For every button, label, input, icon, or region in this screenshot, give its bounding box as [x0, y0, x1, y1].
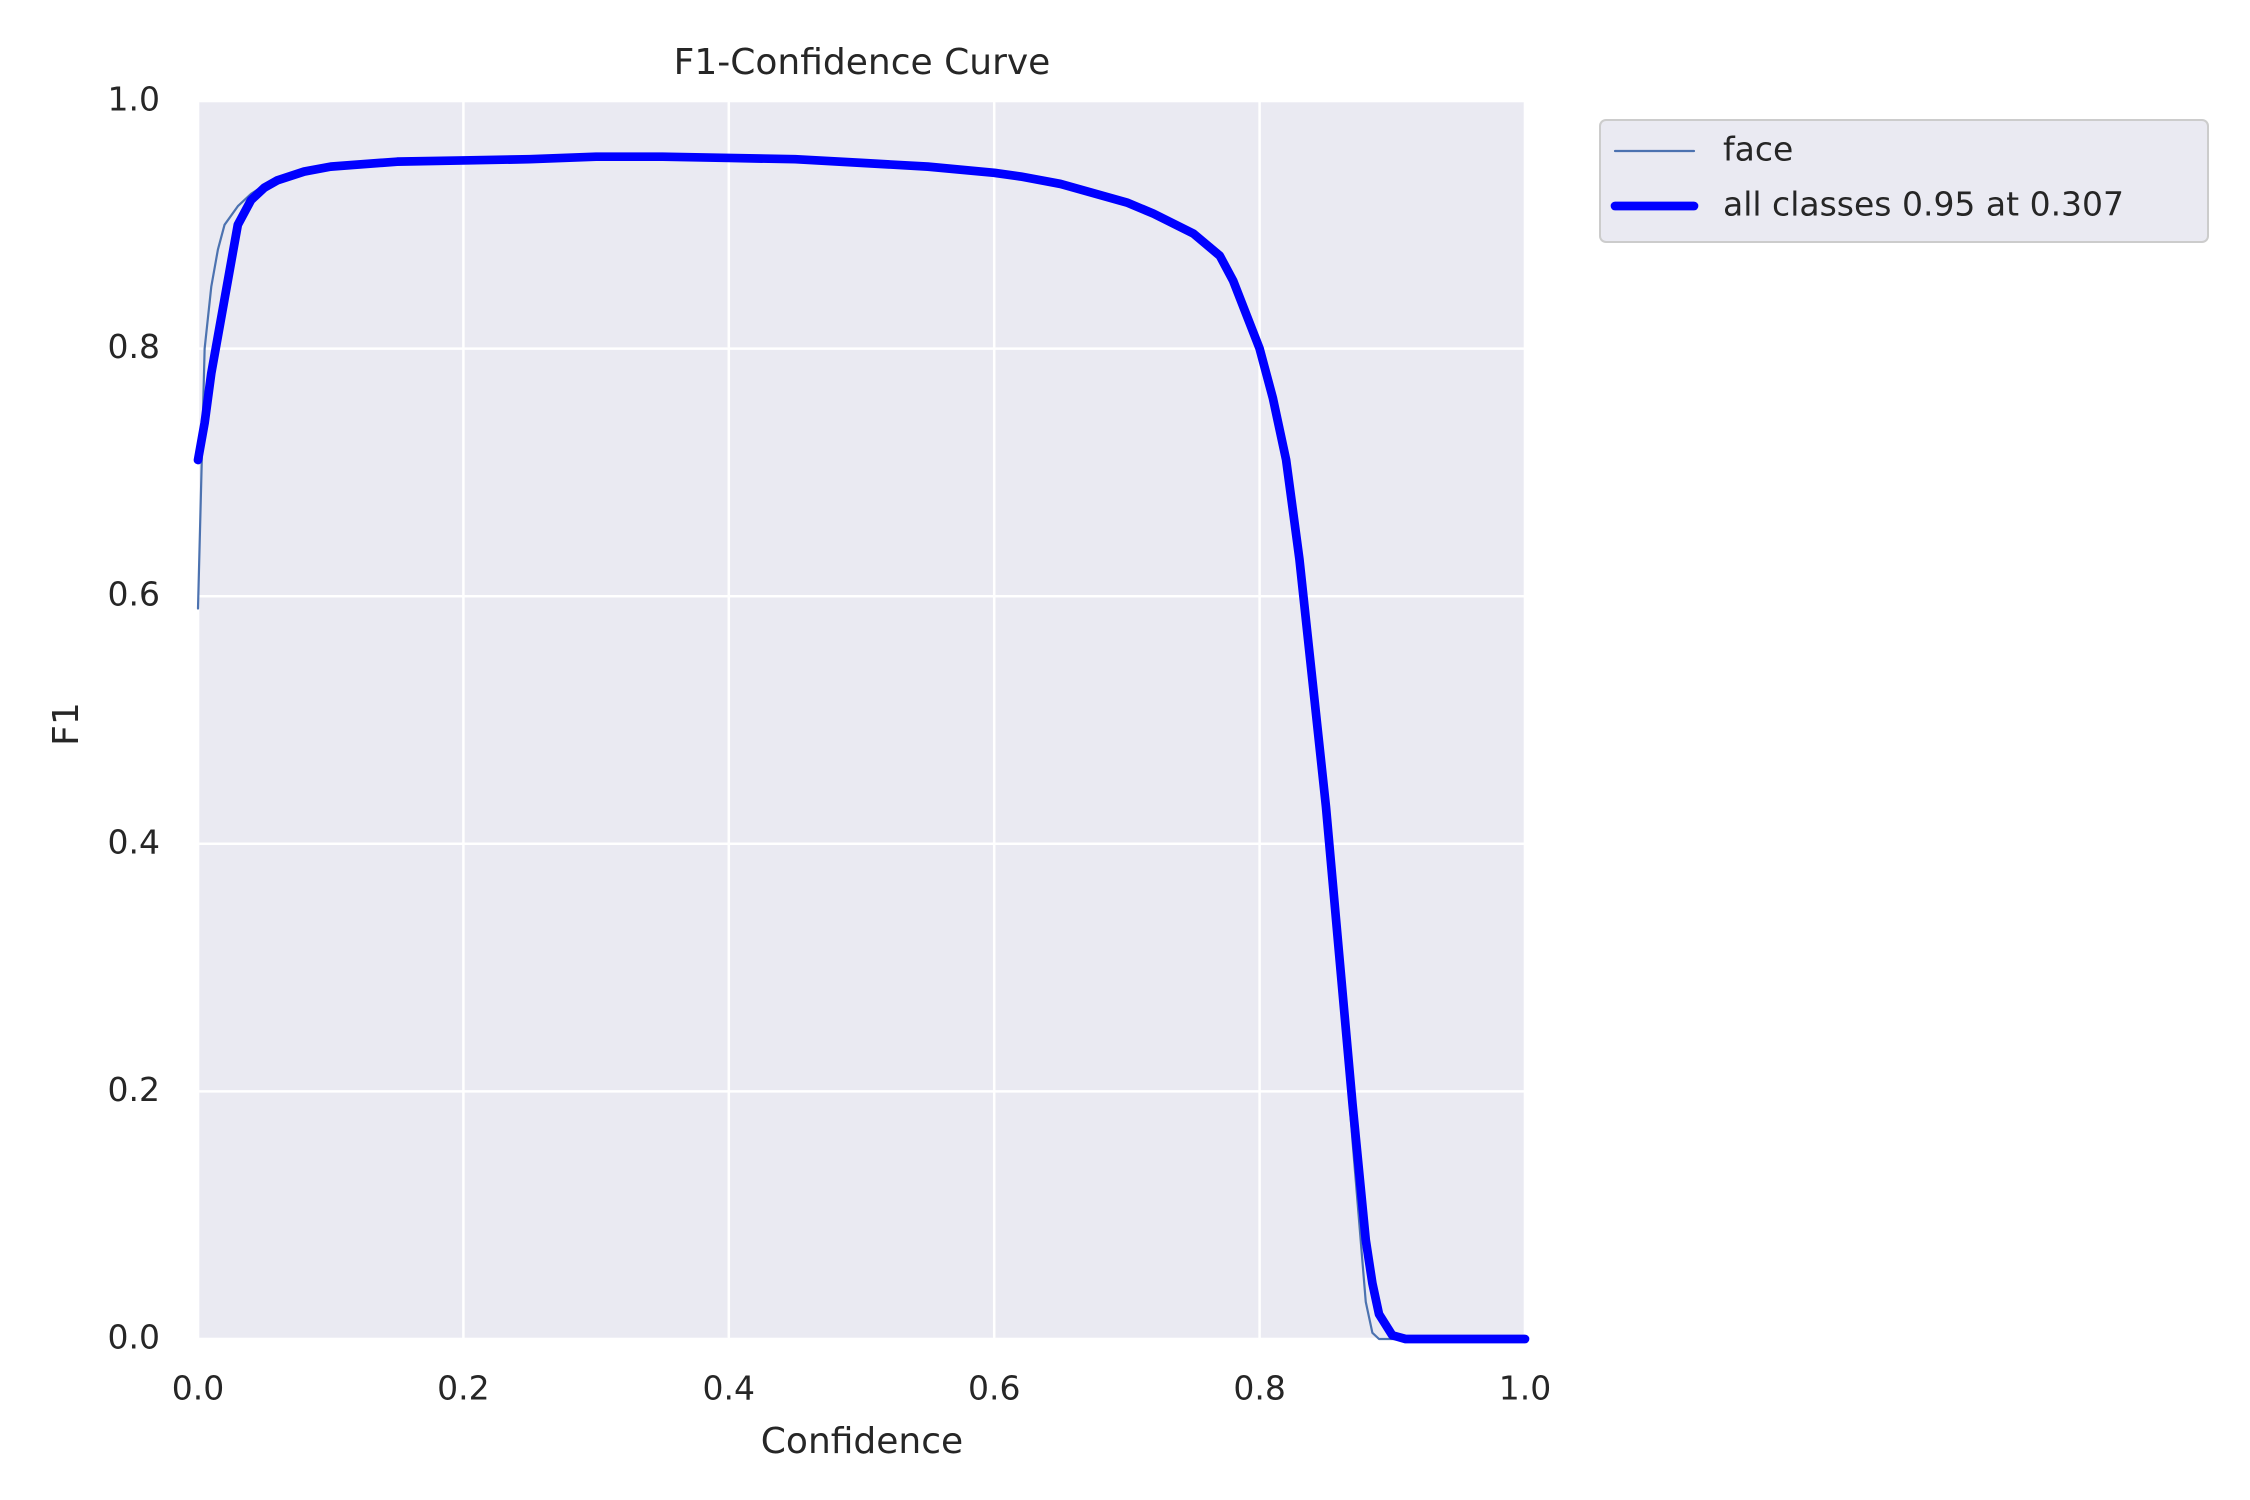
plot-area: [198, 101, 1525, 1339]
y-axis-label: F1: [46, 702, 87, 746]
y-tick-label: 1.0: [108, 80, 160, 119]
y-tick-label: 0.8: [108, 327, 160, 366]
chart-title: F1-Confidence Curve: [674, 42, 1051, 83]
series-line: [193, 152, 1530, 1344]
y-tick-label: 0.6: [108, 575, 160, 614]
legend-label: all classes 0.95 at 0.307: [1723, 185, 2124, 224]
legend-box: [1599, 119, 2209, 243]
x-tick-label: 0.4: [703, 1369, 755, 1408]
y-tick-label: 0.2: [108, 1070, 160, 1109]
lines: [193, 152, 1530, 1344]
x-tick-label: 0.6: [968, 1369, 1020, 1408]
x-tick-label: 0.2: [437, 1369, 489, 1408]
x-tick-label: 0.8: [1233, 1369, 1285, 1408]
legend: face all classes 0.95 at 0.307: [1610, 130, 2124, 224]
y-tick-label: 0.0: [108, 1318, 160, 1357]
legend-label: face: [1723, 130, 1793, 169]
y-tick-label: 0.4: [108, 822, 160, 861]
x-tick-label: 0.0: [172, 1369, 224, 1408]
x-axis-label: Confidence: [761, 1421, 963, 1462]
x-tick-label: 1.0: [1499, 1369, 1551, 1408]
